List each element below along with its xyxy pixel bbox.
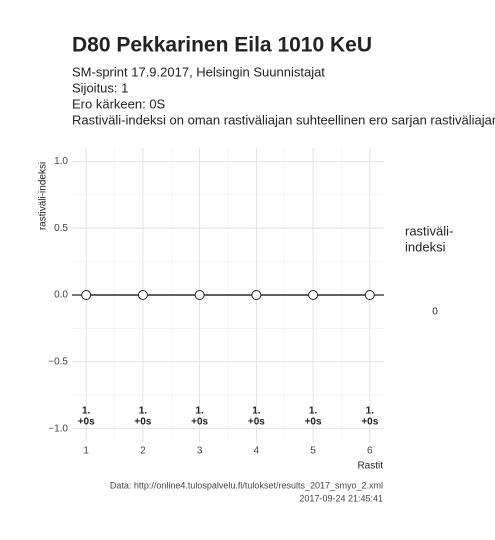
point-label: 1.	[252, 406, 261, 417]
y-tick-label: −1.0	[48, 423, 68, 434]
point-label: +0s	[191, 417, 208, 428]
x-tick-label: 4	[254, 446, 260, 457]
chart-title: D80 Pekkarinen Eila 1010 KeU	[72, 34, 372, 57]
legend-title: indeksi	[405, 239, 446, 254]
data-point	[308, 290, 319, 300]
x-tick-label: 2	[140, 446, 146, 457]
y-tick-label: 0.0	[54, 290, 68, 301]
point-label: 1.	[139, 406, 148, 417]
subtitle: SM-sprint 17.9.2017, Helsingin Suunnista…	[72, 64, 325, 79]
data-point	[137, 290, 148, 300]
x-axis-label: Rastit	[357, 461, 383, 472]
subtitle: Sijoitus: 1	[72, 80, 128, 95]
data-point	[81, 290, 92, 300]
x-tick-label: 5	[310, 446, 316, 457]
y-axis-label: rastiväli-indeksi	[38, 162, 49, 230]
data-point	[364, 290, 375, 300]
caption: 2017-09-24 21:45:41	[299, 493, 383, 503]
caption: Data: http://online4.tulospalvelu.fi/tul…	[110, 480, 383, 490]
subtitle: Ero kärkeen: 0S	[72, 96, 166, 111]
point-label: +0s	[78, 417, 95, 428]
legend-label: 0	[432, 307, 438, 318]
y-tick-label: 0.5	[54, 223, 68, 234]
subtitle: Rastiväli-indeksi on oman rastiväliajan …	[72, 112, 495, 127]
y-tick-label: −0.5	[48, 356, 68, 367]
x-tick-label: 6	[367, 446, 373, 457]
x-tick-label: 3	[197, 446, 203, 457]
x-tick-label: 1	[83, 446, 89, 457]
legend-title: rastiväli-	[405, 223, 453, 238]
point-label: +0s	[305, 417, 322, 428]
data-point	[194, 290, 205, 300]
point-label: 1.	[195, 406, 204, 417]
point-label: 1.	[82, 406, 91, 417]
data-point	[251, 290, 262, 300]
point-label: 1.	[309, 406, 318, 417]
point-label: +0s	[361, 417, 378, 428]
point-label: +0s	[248, 417, 265, 428]
point-label: 1.	[366, 406, 375, 417]
point-label: +0s	[134, 417, 151, 428]
y-tick-label: 1.0	[54, 156, 68, 167]
